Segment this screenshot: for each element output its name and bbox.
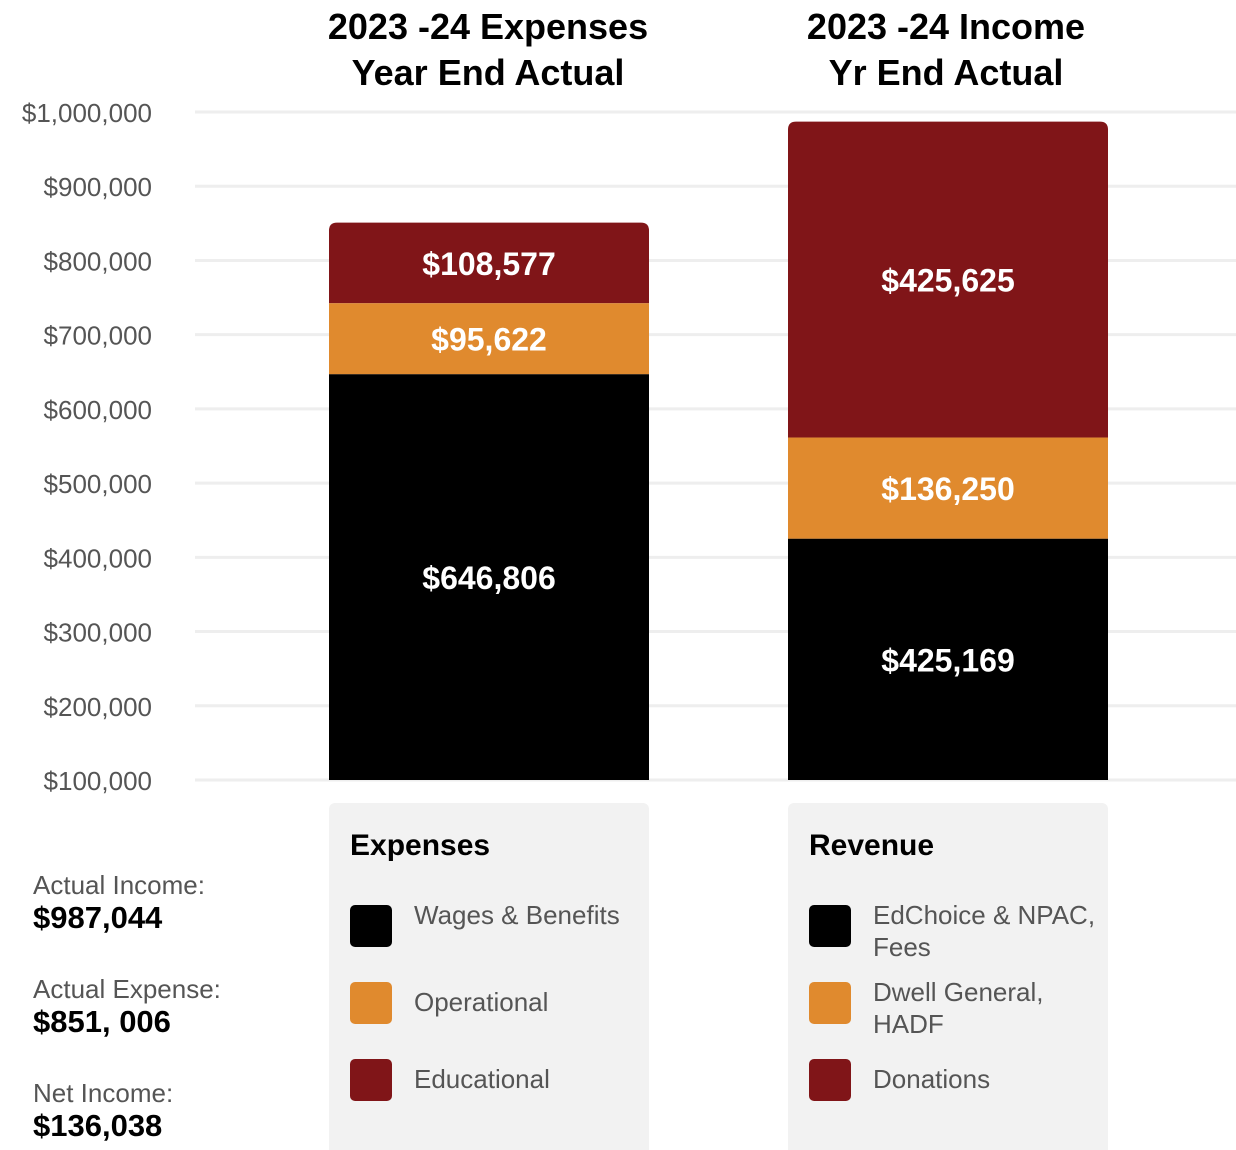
actual-expense-label: Actual Expense: — [33, 974, 221, 1004]
y-tick-label: $400,000 — [44, 543, 152, 573]
y-tick-label: $600,000 — [44, 395, 152, 425]
actual-income-label: Actual Income: — [33, 870, 205, 900]
revenue-legend-heading: Revenue — [809, 829, 935, 862]
legend-swatch-darkred — [350, 1059, 392, 1101]
y-tick-label: $1,000,000 — [22, 98, 152, 128]
legend-swatch-orange — [350, 982, 392, 1024]
y-tick-label: $800,000 — [44, 246, 152, 276]
net-summary: Net Income: $136,038 — [33, 1078, 173, 1144]
net-income-label: Net Income: — [33, 1078, 174, 1108]
legend-label: EdChoice & NPAC, Fees — [873, 900, 1096, 962]
y-tick-label: $500,000 — [44, 469, 152, 499]
expense-summary: Actual Expense: $851, 006 — [33, 974, 221, 1040]
bar-segment — [788, 437, 1108, 539]
actual-expense-value: $851, 006 — [33, 1004, 171, 1039]
y-tick-label: $700,000 — [44, 321, 152, 351]
revenue-legend: Revenue EdChoice & NPAC, Fees Dwell Gene… — [788, 803, 1108, 1150]
income-chart-title: 2023 -24 Income Yr End Actual — [746, 4, 1146, 96]
expenses-legend-heading: Expenses — [350, 829, 491, 862]
bar-segment — [788, 538, 1108, 780]
legend-label: Donations — [873, 1064, 991, 1094]
stacked-bar-chart: $100,000 $200,000 $300,000 $400,000 $500,000… — [22, 98, 1236, 796]
expenses-title-line2: Year End Actual — [351, 52, 625, 93]
y-tick-label: $100,000 — [44, 766, 152, 796]
data-label: $95,622 — [431, 322, 547, 358]
y-tick-label: $300,000 — [44, 618, 152, 648]
income-title-line1: 2023 -24 Income — [806, 6, 1086, 47]
legend-swatch-orange — [809, 982, 851, 1024]
legend-swatch-black — [809, 905, 851, 947]
expenses-legend: Expenses Wages & Benefits Operational Ed… — [329, 803, 649, 1150]
bar-segment — [329, 303, 649, 375]
expenses-title-line1: 2023 -24 Expenses — [327, 6, 649, 47]
y-tick-label: $900,000 — [44, 172, 152, 202]
actual-income-value: $987,044 — [33, 900, 163, 935]
legend-label: Dwell General, HADF — [873, 977, 1044, 1039]
legend-label: Operational — [414, 987, 549, 1017]
net-income-value: $136,038 — [33, 1108, 163, 1143]
income-summary: Actual Income: $987,044 — [33, 870, 205, 936]
legend-label: Wages & Benefits — [414, 900, 620, 930]
bar-segment — [329, 374, 649, 780]
y-tick-label: $200,000 — [44, 692, 152, 722]
expenses-chart-title: 2023 -24 Expenses Year End Actual — [288, 4, 688, 96]
bar-segment — [329, 222, 649, 304]
income-title-line2: Yr End Actual — [828, 52, 1064, 93]
legend-swatch-black — [350, 905, 392, 947]
data-label: $646,806 — [422, 560, 555, 596]
data-label: $108,577 — [422, 246, 555, 282]
data-label: $425,169 — [881, 642, 1014, 678]
legend-label: Educational — [414, 1064, 550, 1094]
data-label: $425,625 — [881, 263, 1014, 299]
bar-segment — [788, 121, 1108, 438]
legend-swatch-darkred — [809, 1059, 851, 1101]
data-label: $136,250 — [881, 471, 1014, 507]
